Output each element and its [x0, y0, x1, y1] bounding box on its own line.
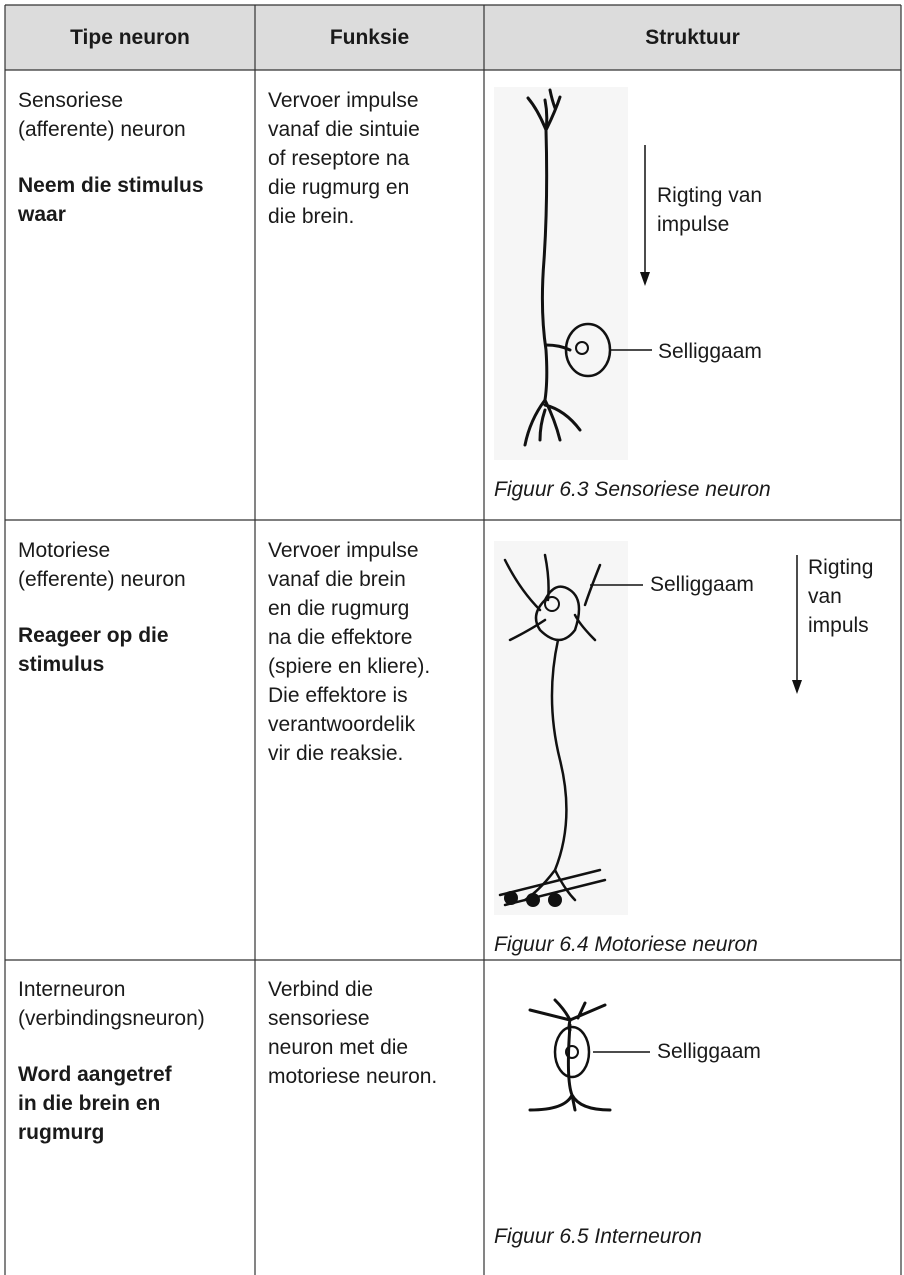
figure-caption: Figuur 6.3 Sensoriese neuron [494, 478, 771, 501]
text-line: vanaf die brein [268, 568, 406, 591]
text-line: van [808, 585, 842, 608]
neuron-type: Sensoriese (afferente) neuron [18, 86, 186, 144]
cell-body-label: Selliggaam [657, 1040, 761, 1063]
neuron-role: Reageer op die stimulus [18, 621, 169, 679]
figure-caption: Figuur 6.4 Motoriese neuron [494, 933, 758, 956]
grid [4, 4, 902, 1275]
header-cell: Tipe neuron [70, 25, 190, 49]
text-line: Vervoer impulse [268, 89, 419, 112]
text-line: (spiere en kliere). [268, 655, 431, 678]
direction-label: Rigting van impuls [808, 553, 873, 640]
text-line: verantwoordelik [268, 713, 416, 736]
text-line: die brein. [268, 205, 355, 228]
neuron-function: Verbind die sensoriese neuron met die motor… [268, 975, 437, 1091]
text-line: rugmurg [18, 1121, 105, 1144]
header-bg [5, 5, 901, 70]
header-cell: Struktuur [645, 25, 740, 49]
text-line: Rigting [808, 556, 874, 579]
text-line: (verbindingsneuron) [18, 1007, 205, 1030]
text-line: die rugmurg en [268, 176, 410, 199]
text-line: Rigting van [657, 184, 763, 207]
text-line: vir die reaksie. [268, 742, 404, 765]
text-line: impulse [657, 213, 730, 236]
text-line: Die effektore is [268, 684, 408, 707]
neuron-function: Vervoer impulse vanaf die sintuie of resep… [268, 86, 420, 231]
text-line: Interneuron [18, 978, 126, 1001]
text-line: motoriese neuron. [268, 1065, 438, 1088]
figure-caption: Figuur 6.5 Interneuron [494, 1225, 702, 1248]
text-line: of reseptore na [268, 147, 410, 170]
text-line: impuls [808, 614, 869, 637]
neuron-type: Interneuron (verbindingsneuron) [18, 975, 205, 1033]
neuron-role: Neem die stimulus waar [18, 171, 204, 229]
direction-label: Rigting van impulse [657, 181, 762, 239]
neuron-function: Vervoer impulse vanaf die brein en die rug… [268, 536, 430, 768]
text-line: in die brein en [18, 1092, 161, 1115]
text-line: Sensoriese [18, 89, 124, 112]
text-line: sensoriese [268, 1007, 370, 1030]
sensory-neuron [494, 87, 652, 460]
text-line: waar [18, 203, 66, 226]
neuron-type: Motoriese (efferente) neuron [18, 536, 186, 594]
cell-body-label: Selliggaam [658, 340, 762, 363]
header-cell: Funksie [329, 25, 410, 49]
motor-neuron [494, 541, 802, 915]
text-line: Neem die stimulus [18, 174, 204, 197]
text-line: Verbind die [268, 978, 374, 1001]
interneuron [528, 998, 650, 1112]
text-line: Word aangetref [18, 1063, 172, 1086]
text-line: vanaf die sintuie [268, 118, 420, 141]
text-line: Reageer op die [18, 624, 169, 647]
text-line: Motoriese [18, 539, 111, 562]
text-line: en die rugmurg [268, 597, 410, 620]
text-line: na die effektore [268, 626, 413, 649]
cell-body-label: Selliggaam [650, 573, 754, 596]
text-line: (afferente) neuron [18, 118, 186, 141]
text-line: neuron met die [268, 1036, 409, 1059]
text-line: Vervoer impulse [268, 539, 419, 562]
neuron-role: Word aangetref in die brein en rugmurg [18, 1060, 172, 1147]
text-line: stimulus [18, 653, 105, 676]
text-line: (efferente) neuron [18, 568, 186, 591]
